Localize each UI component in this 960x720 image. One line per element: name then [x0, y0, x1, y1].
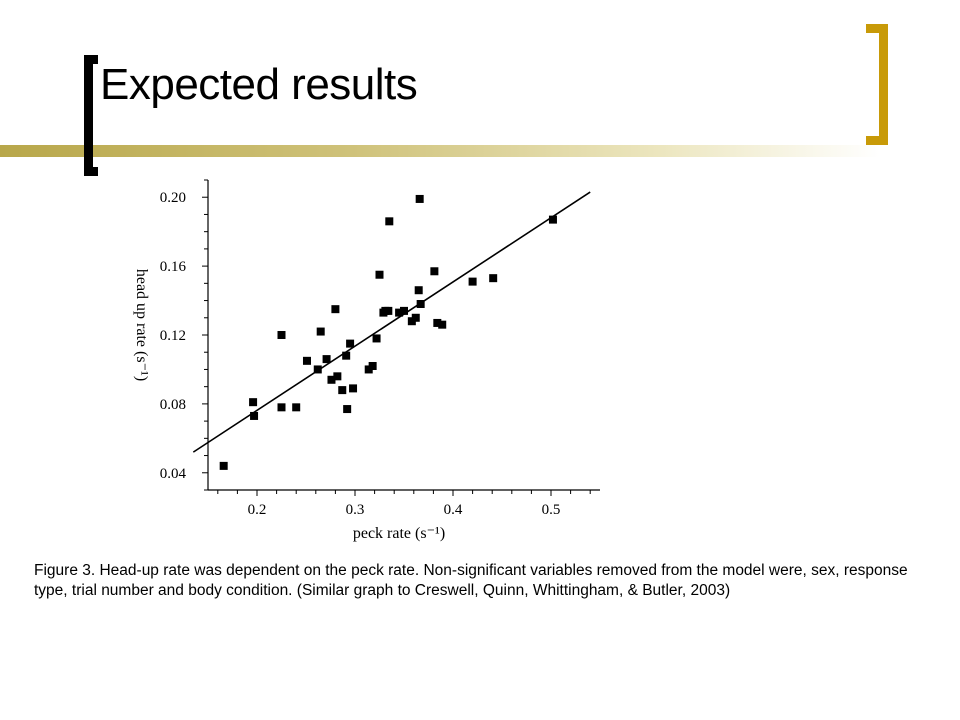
right-bracket-decoration	[866, 24, 888, 145]
y-tick-label: 0.08	[160, 397, 186, 413]
data-point	[250, 411, 259, 420]
data-points	[219, 194, 557, 470]
y-tick-label: 0.16	[160, 259, 187, 275]
data-point	[327, 375, 336, 384]
data-point	[277, 331, 286, 339]
data-point	[375, 270, 384, 279]
data-point	[438, 320, 447, 329]
data-point	[415, 194, 424, 203]
left-bracket-decoration	[84, 55, 98, 176]
x-tick-label: 0.5	[542, 502, 561, 518]
data-point	[322, 355, 331, 364]
x-axis-title: peck rate (s⁻¹)	[353, 525, 445, 542]
data-point	[368, 362, 377, 370]
x-tick-label: 0.2	[248, 502, 267, 518]
data-point	[338, 386, 347, 395]
data-point	[342, 351, 351, 360]
data-point	[302, 356, 311, 365]
data-point	[346, 339, 355, 348]
data-point	[343, 405, 352, 414]
x-tick-label: 0.4	[444, 502, 463, 518]
y-tick-label: 0.04	[160, 466, 187, 482]
data-point	[333, 372, 342, 381]
data-point	[331, 305, 340, 314]
data-point	[219, 461, 228, 470]
data-point	[384, 306, 393, 315]
data-point	[414, 286, 423, 295]
x-tick-label: 0.3	[346, 502, 365, 518]
regression-line-group	[192, 191, 591, 453]
data-point	[249, 398, 258, 407]
data-point	[313, 365, 322, 374]
data-point	[433, 318, 442, 327]
data-point	[316, 327, 325, 336]
data-point	[416, 300, 425, 308]
data-point	[277, 403, 286, 412]
data-point	[395, 308, 404, 317]
chart-ticks: 0.2 0.3 0.4 0.5 0.04 0.08 0.12 0.16 0.20	[160, 179, 591, 518]
figure-caption: Figure 3. Head-up rate was dependent on …	[34, 562, 908, 599]
data-point	[411, 313, 420, 322]
data-point	[292, 403, 301, 412]
y-tick-label: 0.20	[160, 190, 186, 206]
y-axis-title: head up rate (s⁻¹)	[133, 269, 150, 381]
chart-axes	[207, 180, 600, 491]
data-point	[489, 274, 498, 283]
title-accent-bar	[0, 145, 880, 157]
data-point	[372, 334, 381, 343]
data-point	[548, 215, 557, 224]
data-point	[349, 384, 358, 393]
y-tick-label: 0.12	[160, 328, 186, 344]
slide-title: Expected results	[100, 60, 418, 109]
regression-line	[192, 191, 591, 453]
data-point	[385, 217, 394, 226]
data-point	[400, 306, 408, 315]
data-point	[468, 277, 477, 286]
data-point	[430, 267, 439, 276]
